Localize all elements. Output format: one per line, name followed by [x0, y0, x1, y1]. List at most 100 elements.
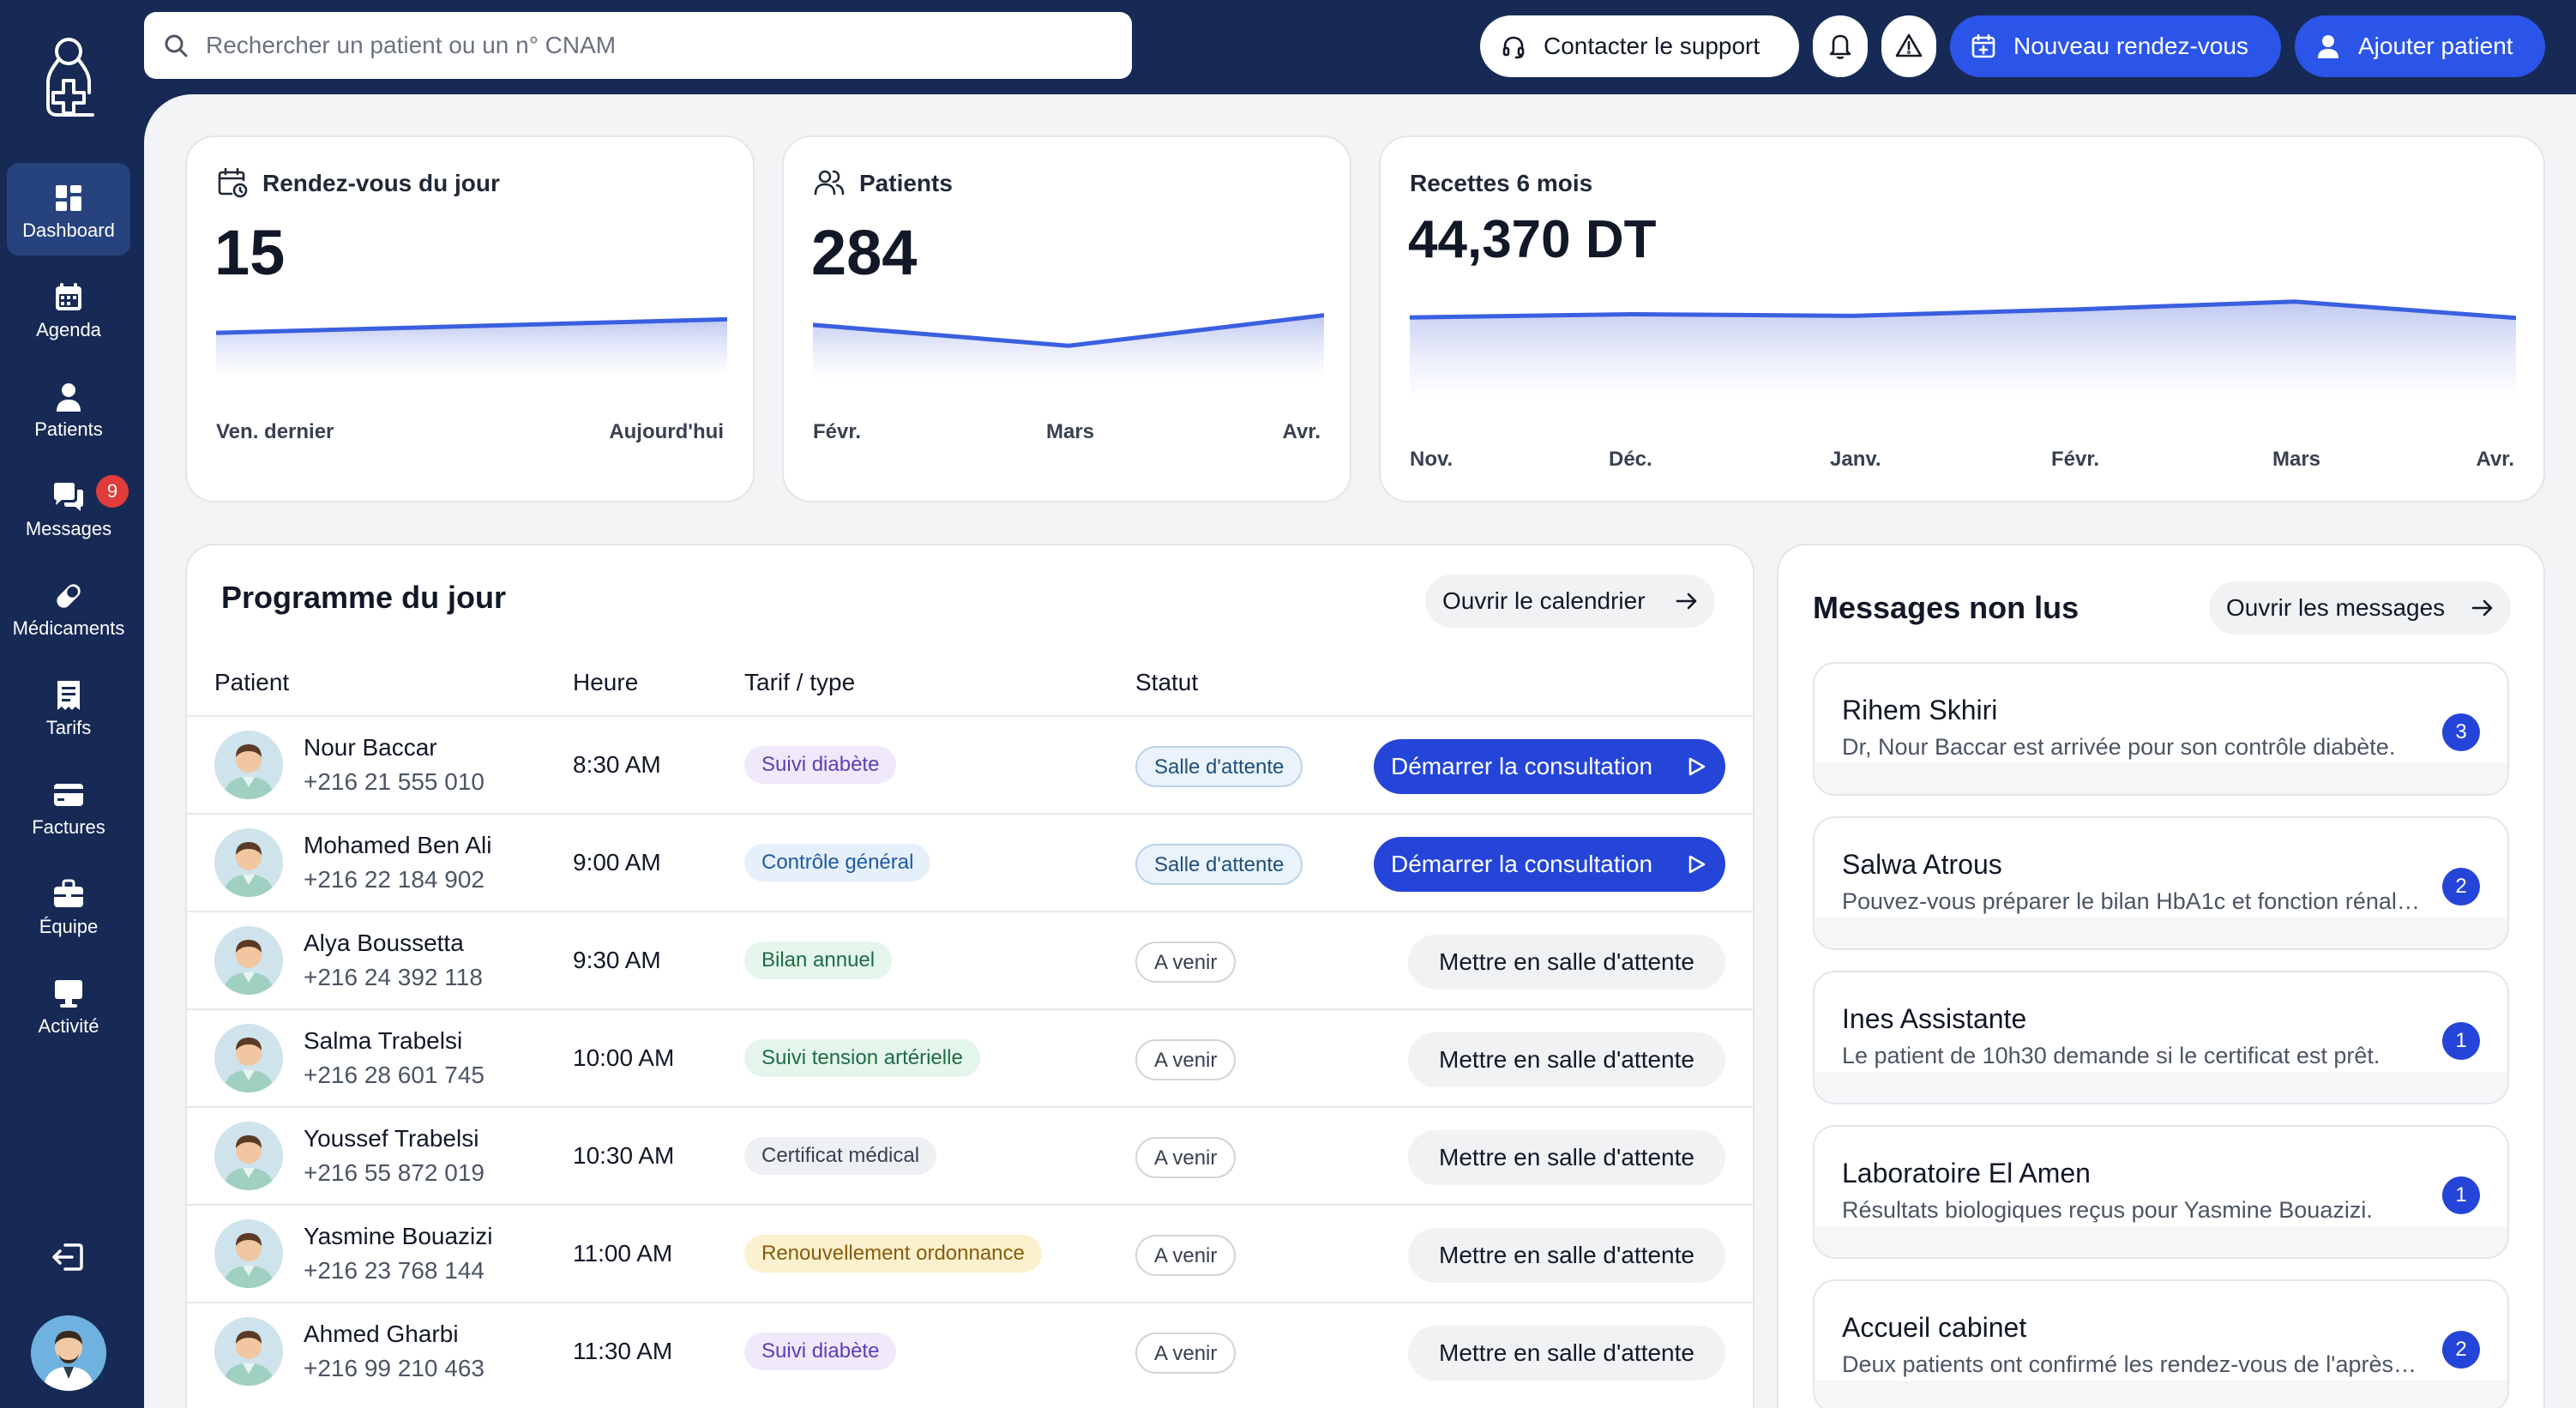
- axis-label: Févr.: [813, 420, 862, 443]
- message-item[interactable]: Salwa Atrous Pouvez-vous préparer le bil…: [1813, 816, 2509, 950]
- sidebar-item-equipe[interactable]: Équipe: [7, 859, 130, 952]
- move-to-waiting-room-button[interactable]: Mettre en salle d'attente: [1408, 1326, 1725, 1381]
- logout-icon[interactable]: [50, 1238, 87, 1276]
- sidebar-item-agenda[interactable]: Agenda: [7, 262, 130, 355]
- status-badge: A venir: [1135, 1137, 1237, 1178]
- message-item[interactable]: Ines Assistante Le patient de 10h30 dema…: [1813, 971, 2509, 1104]
- chart-line: [216, 316, 727, 335]
- users-icon: [814, 170, 845, 196]
- contact-support-label: Contacter le support: [1544, 33, 1760, 59]
- sidebar-item-tarifs[interactable]: Tarifs: [7, 660, 130, 753]
- main-content: Rendez-vous du jour 15 Ven. dernier Aujo…: [144, 94, 2576, 1408]
- open-calendar-button[interactable]: Ouvrir le calendrier: [1425, 575, 1715, 628]
- visit-type-tag: Contrôle général: [744, 844, 931, 882]
- patient-name[interactable]: Yasmine Bouazizi: [304, 1223, 493, 1249]
- start-consultation-button[interactable]: Démarrer la consultation: [1374, 837, 1725, 892]
- message-preview: Résultats biologiques reçus pour Yasmine…: [1842, 1197, 2373, 1223]
- patient-name[interactable]: Nour Baccar: [304, 734, 437, 761]
- open-messages-button[interactable]: Ouvrir les messages: [2209, 581, 2511, 635]
- patient-avatar: [214, 828, 283, 897]
- sidebar-item-messages[interactable]: Messages 9: [7, 461, 130, 554]
- sidebar-item-label: Patients: [34, 418, 103, 440]
- patient-name[interactable]: Mohamed Ben Ali: [304, 832, 492, 858]
- new-appointment-button[interactable]: Nouveau rendez-vous: [1950, 15, 2281, 77]
- move-to-waiting-room-button[interactable]: Mettre en salle d'attente: [1408, 1032, 1725, 1087]
- table-row[interactable]: Yasmine Bouazizi +216 23 768 144 11:00 A…: [187, 1204, 1753, 1302]
- message-item[interactable]: Laboratoire El Amen Résultats biologique…: [1813, 1125, 2509, 1259]
- contact-support-button[interactable]: Contacter le support: [1480, 15, 1799, 77]
- patient-name[interactable]: Salma Trabelsi: [304, 1027, 463, 1054]
- patient-phone: +216 24 392 118: [304, 964, 483, 990]
- play-icon: [1688, 757, 1706, 776]
- start-consultation-label: Démarrer la consultation: [1391, 851, 1653, 877]
- stat-card-patients: Patients 284 Févr. Mars Avr.: [782, 135, 1351, 502]
- search-bar[interactable]: [144, 12, 1132, 79]
- unread-count-badge: 2: [2442, 868, 2480, 906]
- message-item[interactable]: Accueil cabinet Deux patients ont confir…: [1813, 1279, 2509, 1408]
- stat-card-appointments: Rendez-vous du jour 15 Ven. dernier Aujo…: [185, 135, 755, 502]
- patient-name[interactable]: Youssef Trabelsi: [304, 1125, 479, 1152]
- patient-avatar-image: [214, 1024, 283, 1092]
- patient-phone: +216 21 555 010: [304, 768, 485, 795]
- move-to-waiting-room-button[interactable]: Mettre en salle d'attente: [1408, 935, 1725, 990]
- patient-name[interactable]: Alya Boussetta: [304, 930, 464, 956]
- monitor-icon: [55, 980, 82, 1008]
- stat-card-revenue: Recettes 6 mois 44,370 DT Nov. Déc. Janv. F…: [1379, 135, 2545, 502]
- patient-phone: +216 55 872 019: [304, 1159, 485, 1186]
- arrow-right-icon: [2471, 599, 2493, 617]
- messages-title: Messages non lus: [1813, 590, 2079, 625]
- open-calendar-label: Ouvrir le calendrier: [1442, 587, 1646, 614]
- table-row[interactable]: Mohamed Ben Ali +216 22 184 902 9:00 AM …: [187, 813, 1753, 911]
- status-badge: A venir: [1135, 1235, 1237, 1276]
- message-footer: [1815, 763, 2507, 794]
- visit-type-tag: Suivi diabète: [744, 746, 897, 784]
- sidebar-item-medicaments[interactable]: Médicaments: [7, 561, 130, 653]
- table-row[interactable]: Ahmed Gharbi +216 99 210 463 11:30 AM Su…: [187, 1302, 1753, 1399]
- axis-label: Aujourd'hui: [609, 420, 724, 443]
- patient-avatar-image: [214, 828, 283, 897]
- patient-phone: +216 23 768 144: [304, 1257, 485, 1284]
- notifications-button[interactable]: [1813, 15, 1868, 77]
- schedule-card: Programme du jour Ouvrir le calendrier P…: [185, 544, 1754, 1408]
- status-badge: Salle d'attente: [1135, 746, 1303, 787]
- table-row[interactable]: Alya Boussetta +216 24 392 118 9:30 AM B…: [187, 911, 1753, 1008]
- table-row[interactable]: Nour Baccar +216 21 555 010 8:30 AM Suiv…: [187, 715, 1753, 813]
- doctor-logo-icon[interactable]: [33, 29, 105, 118]
- sidebar: Dashboard Agenda Patients Messages 9 Médi…: [0, 0, 144, 1408]
- sidebar-item-factures[interactable]: Factures: [7, 760, 130, 852]
- sidebar-item-patients[interactable]: Patients: [7, 362, 130, 454]
- message-preview: Deux patients ont confirmé les rendez-vo…: [1842, 1351, 2422, 1377]
- unread-count-badge: 1: [2442, 1022, 2480, 1060]
- unread-count-badge: 3: [2442, 713, 2480, 751]
- patient-phone: +216 99 210 463: [304, 1355, 485, 1381]
- visit-type-tag: Bilan annuel: [744, 942, 893, 979]
- patient-name[interactable]: Ahmed Gharbi: [304, 1321, 459, 1347]
- patient-avatar: [214, 1219, 283, 1288]
- warning-icon: [1895, 33, 1923, 57]
- calendar-plus-icon: [1971, 33, 1995, 58]
- visit-type-tag: Renouvellement ordonnance: [744, 1235, 1042, 1273]
- briefcase-icon: [54, 879, 83, 907]
- move-to-waiting-room-button[interactable]: Mettre en salle d'attente: [1408, 1228, 1725, 1283]
- add-patient-button[interactable]: Ajouter patient: [2295, 15, 2545, 77]
- alerts-button[interactable]: [1881, 15, 1936, 77]
- patient-avatar: [214, 1024, 283, 1092]
- stat-title: Rendez-vous du jour: [262, 170, 500, 196]
- table-row[interactable]: Salma Trabelsi +216 28 601 745 10:00 AM …: [187, 1008, 1753, 1106]
- start-consultation-button[interactable]: Démarrer la consultation: [1374, 739, 1725, 794]
- table-row[interactable]: Youssef Trabelsi +216 55 872 019 10:30 A…: [187, 1106, 1753, 1204]
- sidebar-item-activite[interactable]: Activité: [7, 959, 130, 1051]
- patient-avatar-image: [214, 1122, 283, 1190]
- user-avatar[interactable]: [31, 1315, 106, 1391]
- column-header-type: Tarif / type: [744, 669, 856, 695]
- move-to-waiting-room-button[interactable]: Mettre en salle d'attente: [1408, 1130, 1725, 1185]
- sidebar-item-dashboard[interactable]: Dashboard: [7, 163, 130, 256]
- message-item[interactable]: Rihem Skhiri Dr, Nour Baccar est arrivée…: [1813, 662, 2509, 796]
- column-header-time: Heure: [573, 669, 639, 695]
- chart-area: [1410, 301, 2516, 400]
- add-patient-label: Ajouter patient: [2358, 33, 2513, 59]
- search-input[interactable]: [206, 24, 1115, 67]
- visit-type-tag: Suivi diabète: [744, 1333, 897, 1370]
- stat-title: Patients: [859, 170, 953, 196]
- column-header-status: Statut: [1135, 669, 1199, 695]
